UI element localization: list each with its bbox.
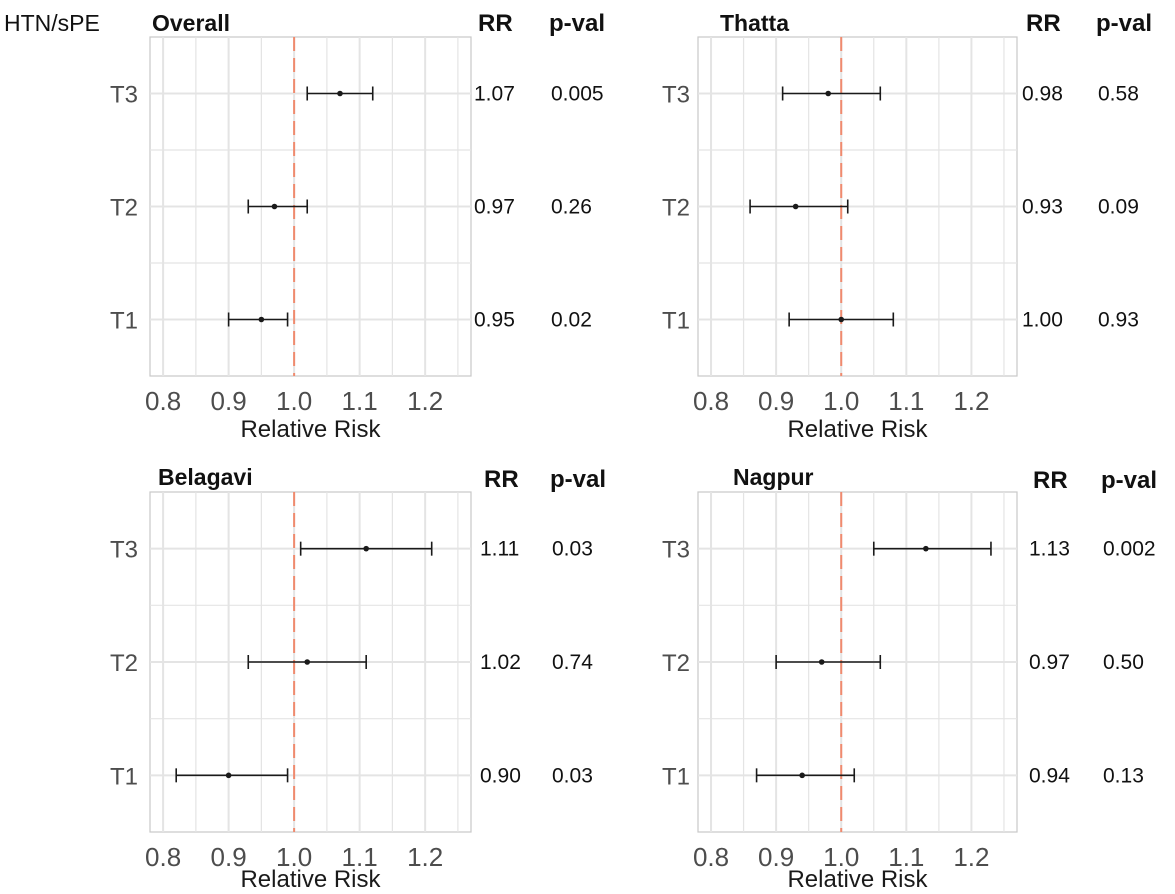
x-tick-label: 0.9 — [211, 842, 247, 872]
pval-header: p-val — [1101, 467, 1157, 494]
x-tick-label: 0.8 — [145, 386, 181, 416]
panel-belagavi: 0.8 0.9 1.0 1.1 1.2 T3 T2 T1 1.11 0.03 1.02 0.74 0.9… — [110, 464, 606, 893]
y-tick-label: T2 — [110, 195, 138, 222]
rr-value: 1.07 — [474, 83, 515, 106]
p-value: 0.03 — [552, 764, 593, 787]
rr-value: 1.00 — [1022, 309, 1063, 332]
x-tick-label: 1.0 — [276, 842, 312, 872]
y-tick-label: T1 — [110, 763, 138, 790]
p-value: 0.93 — [1098, 309, 1139, 332]
rr-header: RR — [484, 466, 519, 493]
x-axis-label: Relative Risk — [240, 866, 381, 893]
rr-point — [799, 772, 805, 779]
rr-point — [258, 316, 265, 323]
pval-header: p-val — [1096, 10, 1152, 37]
x-axis-label: Relative Risk — [787, 416, 928, 443]
rr-value: 1.13 — [1029, 538, 1070, 561]
p-value: 0.13 — [1103, 764, 1144, 787]
rr-value: 0.94 — [1029, 764, 1070, 787]
rr-point — [304, 659, 311, 665]
y-tick-label: T3 — [662, 82, 690, 109]
x-axis-label: Relative Risk — [240, 416, 381, 443]
p-value: 0.09 — [1098, 196, 1139, 219]
x-tick-label: 1.2 — [953, 842, 989, 872]
panel-title: Belagavi — [158, 464, 253, 490]
x-tick-label: 1.2 — [407, 386, 443, 416]
p-value: 0.02 — [551, 309, 592, 332]
p-value: 0.50 — [1103, 651, 1144, 674]
panel-thatta: 0.8 0.9 1.0 1.1 1.2 T3 T2 T1 0.98 0.58 0.93 0.09 1.0… — [662, 10, 1152, 443]
x-tick-label: 1.0 — [276, 386, 312, 416]
y-tick-label: T3 — [110, 82, 138, 109]
x-tick-label: 0.9 — [758, 842, 794, 872]
x-tick-label: 1.1 — [342, 386, 378, 416]
rr-value: 0.97 — [474, 196, 515, 219]
panel-nagpur: 0.8 0.9 1.0 1.1 1.2 T3 T2 T1 1.13 0.002 0.97 0.50 0.… — [662, 464, 1157, 893]
x-tick-label: 0.8 — [693, 842, 729, 872]
pval-header: p-val — [549, 10, 605, 37]
p-value: 0.002 — [1103, 538, 1156, 561]
rr-value: 0.90 — [480, 764, 521, 787]
y-tick-label: T2 — [662, 195, 690, 222]
rr-value: 1.02 — [480, 651, 521, 674]
x-tick-label: 1.1 — [888, 842, 924, 872]
rr-point — [225, 772, 232, 779]
rr-value: 0.95 — [474, 309, 515, 332]
p-value: 0.74 — [552, 651, 593, 674]
rr-header: RR — [478, 10, 513, 37]
x-axis-label: Relative Risk — [787, 866, 928, 893]
p-value: 0.03 — [552, 538, 593, 561]
panel-title: Nagpur — [733, 464, 814, 490]
x-tick-label: 1.0 — [823, 842, 859, 872]
y-tick-label: T1 — [662, 763, 690, 790]
rr-value: 1.11 — [480, 538, 519, 561]
panel-overall: 0.8 0.9 1.0 1.1 1.2 T3 T2 T1 1.07 0.005 0.97 0.26 0.… — [110, 10, 605, 443]
x-tick-label: 1.2 — [953, 386, 989, 416]
rr-point — [363, 545, 369, 552]
y-tick-label: T3 — [110, 537, 138, 564]
rr-point — [838, 316, 845, 323]
rr-header: RR — [1033, 467, 1068, 494]
rr-point — [825, 90, 832, 97]
rr-point — [923, 545, 929, 552]
x-tick-label: 0.8 — [145, 842, 181, 872]
rr-point — [271, 203, 278, 210]
rr-value: 0.93 — [1022, 196, 1063, 219]
y-tick-label: T1 — [110, 308, 138, 335]
y-tick-label: T3 — [662, 537, 690, 564]
x-tick-label: 1.1 — [888, 386, 924, 416]
rr-point — [792, 203, 799, 210]
x-tick-label: 0.9 — [758, 386, 794, 416]
x-tick-label: 0.8 — [693, 386, 729, 416]
rr-header: RR — [1026, 10, 1061, 37]
rr-value: 0.97 — [1029, 651, 1070, 674]
y-tick-label: T1 — [662, 308, 690, 335]
p-value: 0.58 — [1098, 83, 1139, 106]
panel-title: Thatta — [720, 10, 789, 36]
x-tick-label: 1.0 — [823, 386, 859, 416]
panels-group: 0.8 0.9 1.0 1.1 1.2 T3 T2 T1 1.07 0.005 0.97 0.26 0.… — [110, 10, 1157, 893]
pval-header: p-val — [550, 466, 606, 493]
x-tick-label: 1.2 — [407, 842, 443, 872]
p-value: 0.005 — [551, 83, 604, 106]
rr-point — [337, 90, 343, 97]
corner-label: HTN/sPE — [4, 10, 100, 36]
rr-point — [818, 659, 825, 665]
rr-value: 0.98 — [1022, 83, 1063, 106]
x-tick-label: 0.9 — [211, 386, 247, 416]
y-tick-label: T2 — [110, 650, 138, 677]
panel-title: Overall — [152, 10, 230, 36]
p-value: 0.26 — [551, 196, 592, 219]
y-tick-label: T2 — [662, 650, 690, 677]
x-tick-label: 1.1 — [342, 842, 378, 872]
